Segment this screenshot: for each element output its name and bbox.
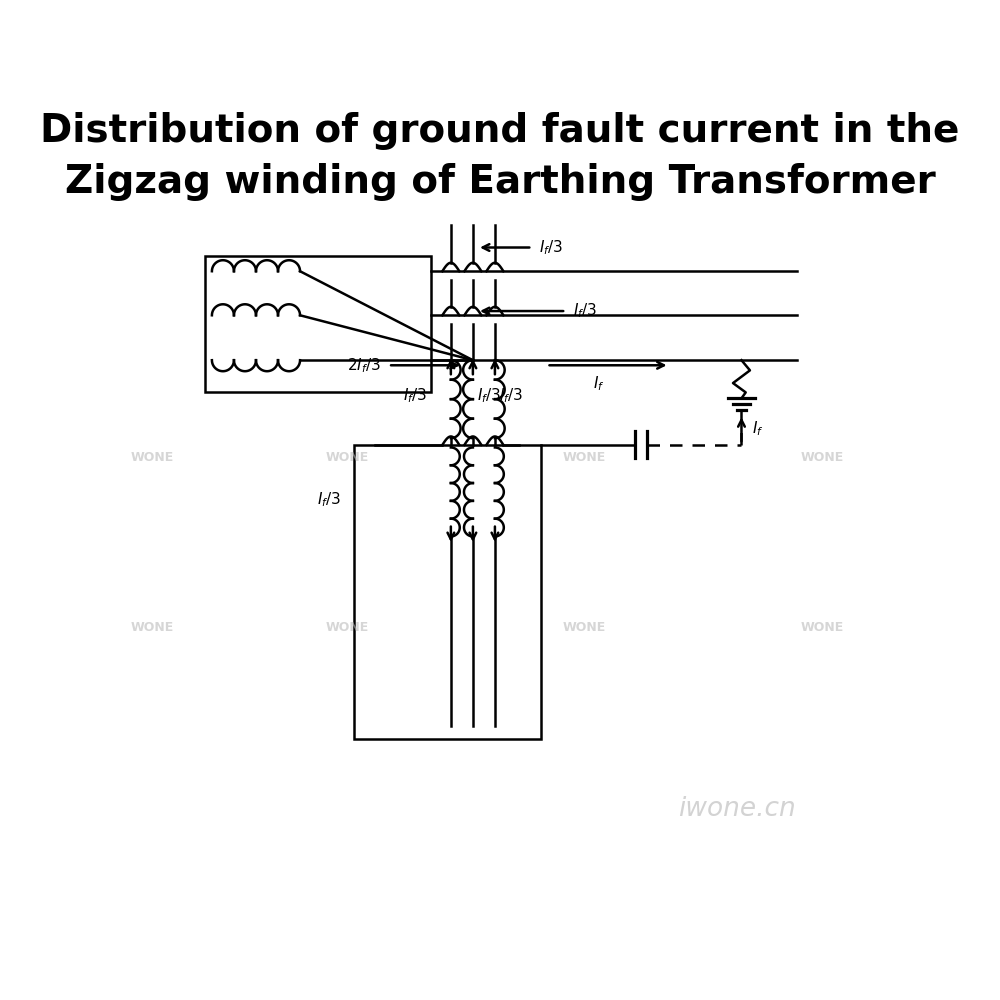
Bar — [205, 256, 431, 392]
Text: $I_f$/3: $I_f$/3 — [539, 238, 563, 257]
Text: $I_f$/3: $I_f$/3 — [403, 386, 427, 405]
Text: 2$I_f$/3: 2$I_f$/3 — [347, 356, 381, 375]
Text: $I_f$/3: $I_f$/3 — [317, 491, 342, 509]
Text: $I_f$: $I_f$ — [593, 375, 605, 393]
Text: iwone.cn: iwone.cn — [678, 796, 796, 822]
Text: $I_f$/3: $I_f$/3 — [573, 302, 597, 320]
Text: WONE: WONE — [131, 621, 174, 634]
Text: WONE: WONE — [563, 621, 606, 634]
Text: WONE: WONE — [800, 451, 844, 464]
Text: WONE: WONE — [326, 621, 369, 634]
Text: WONE: WONE — [131, 451, 174, 464]
Text: $I_f$/3: $I_f$/3 — [499, 386, 523, 405]
Text: WONE: WONE — [563, 451, 606, 464]
Text: Zigzag winding of Earthing Transformer: Zigzag winding of Earthing Transformer — [65, 163, 935, 201]
Bar — [354, 445, 541, 739]
Text: WONE: WONE — [800, 621, 844, 634]
Text: $I_f$/3: $I_f$/3 — [477, 386, 501, 405]
Text: $I_f$: $I_f$ — [752, 419, 763, 438]
Text: Distribution of ground fault current in the: Distribution of ground fault current in … — [40, 112, 960, 150]
Text: WONE: WONE — [326, 451, 369, 464]
